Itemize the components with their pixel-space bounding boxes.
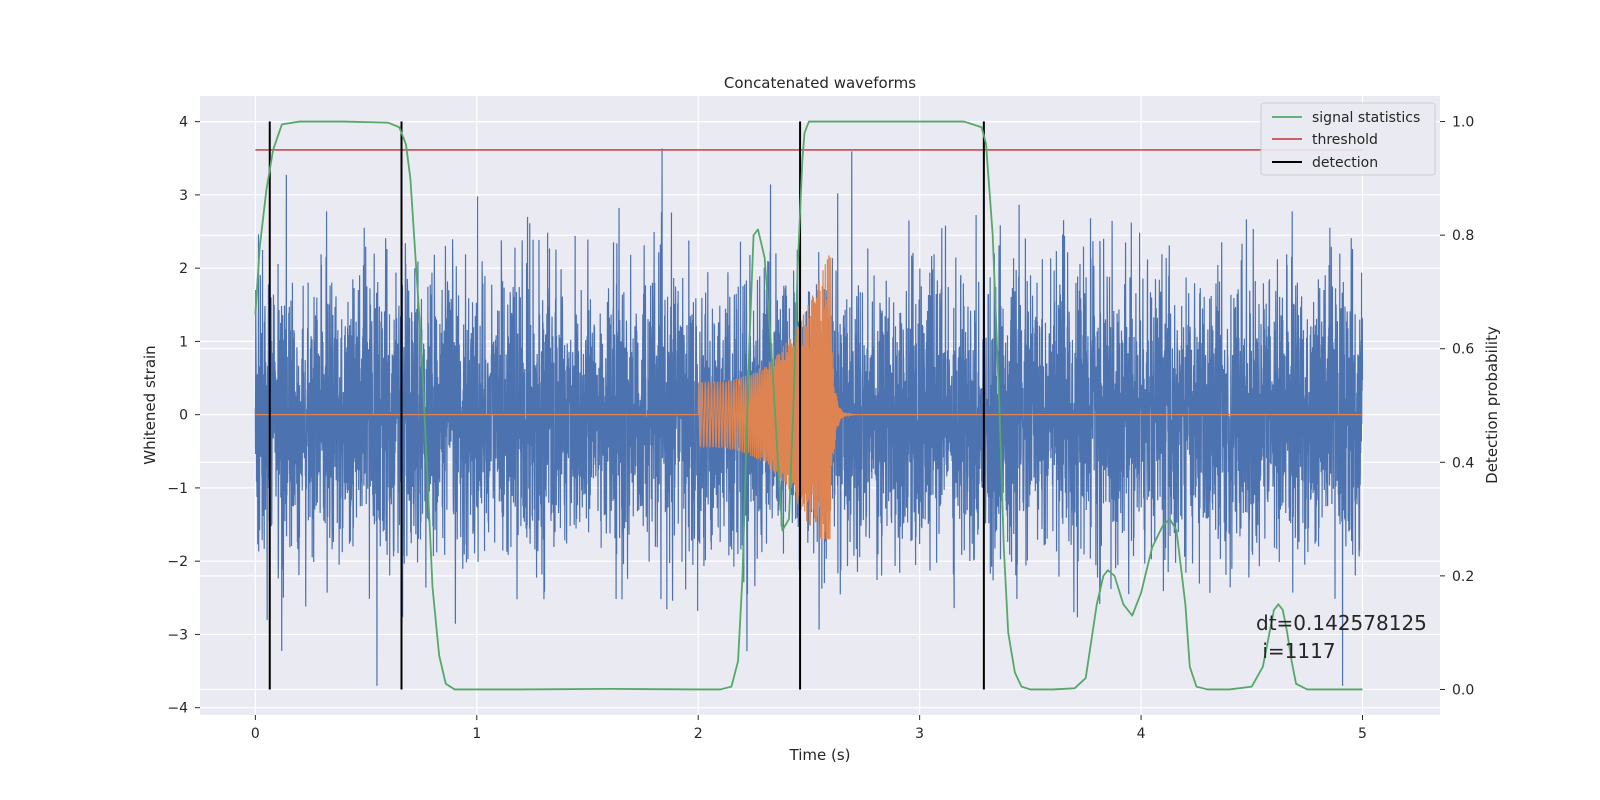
y-tick-label: −3 — [167, 627, 188, 643]
x-axis-label: Time (s) — [789, 746, 851, 764]
legend: signal statistics threshold detection — [1260, 102, 1436, 176]
series-signal-statistics — [254, 120, 1363, 691]
legend-label-threshold: threshold — [1312, 132, 1378, 148]
y-tick-label: 2 — [179, 261, 188, 277]
y2-tick-label: 0.4 — [1452, 455, 1474, 471]
x-tick-label: 2 — [694, 726, 703, 742]
chart-title: Concatenated waveforms — [724, 74, 916, 92]
y-tick-label: 1 — [179, 334, 188, 350]
axes-layer: 0 1 2 3 4 5 −4 −3 −2 −1 0 1 2 3 4 0.0 0.2 0.4 0.6 0.8 1.0 — [167, 115, 1474, 742]
y-tick-label: −1 — [167, 481, 188, 497]
x-tick-label: 3 — [915, 726, 924, 742]
y2-tick-label: 0.0 — [1452, 682, 1474, 698]
x-tick-label: 0 — [251, 726, 260, 742]
x-tick-label: 4 — [1137, 726, 1146, 742]
y2-tick-label: 1.0 — [1452, 115, 1474, 131]
data-layer — [254, 120, 1364, 691]
y2-tick-label: 0.6 — [1452, 342, 1474, 358]
y-tick-label: 0 — [179, 408, 188, 424]
annotation-i: i=1117 — [1256, 639, 1336, 663]
y-tick-label: −2 — [167, 554, 188, 570]
x-tick-label: 1 — [472, 726, 481, 742]
y-axis-label: Whitened strain — [141, 345, 159, 464]
series-injection — [255, 255, 1363, 540]
y2-axis-label: Detection probability — [1483, 326, 1501, 484]
annotation-dt: dt=0.142578125 — [1256, 611, 1427, 635]
y2-tick-label: 0.8 — [1452, 228, 1474, 244]
y-tick-label: −4 — [167, 701, 188, 717]
y-tick-label: 4 — [179, 115, 188, 131]
legend-label-signal-statistics: signal statistics — [1312, 110, 1420, 126]
legend-box — [1260, 102, 1436, 176]
y2-tick-label: 0.2 — [1452, 569, 1474, 585]
x-tick-label: 5 — [1358, 726, 1367, 742]
y-tick-label: 3 — [179, 188, 188, 204]
legend-label-detection: detection — [1312, 155, 1378, 171]
